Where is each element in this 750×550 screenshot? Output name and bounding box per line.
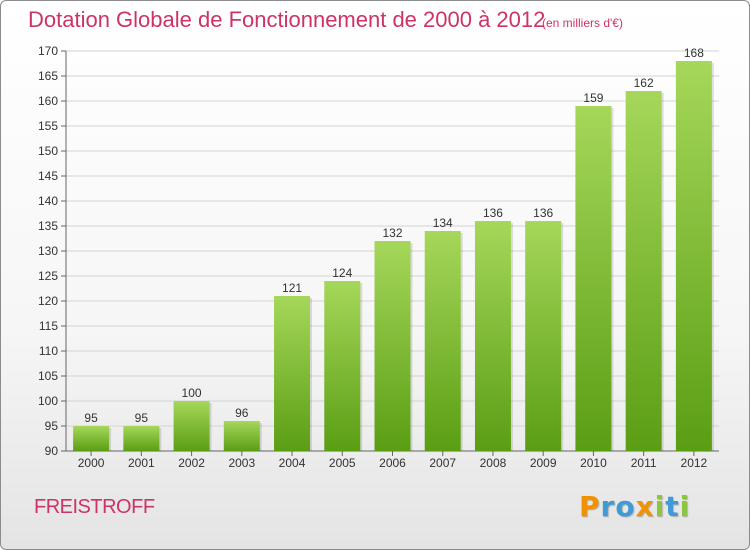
bar-2004: [274, 296, 311, 451]
y-tick-label: 115: [39, 319, 58, 333]
logo-letter: i: [679, 490, 691, 523]
x-tick-label-2010: 2010: [580, 456, 607, 470]
y-tick-label: 120: [38, 294, 58, 308]
proxiti-logo[interactable]: Proxiti: [579, 490, 690, 523]
bar-2006: [374, 241, 411, 451]
chart-title: Dotation Globale de Fonctionnement de 20…: [28, 7, 546, 32]
value-label-2007: 134: [433, 216, 453, 230]
value-labels: 95 95 100 96 121 124 132 134 136 136 159 162 168: [84, 46, 704, 425]
logo-letter: x: [635, 490, 655, 523]
value-label-2002: 100: [182, 386, 202, 400]
value-label-2004: 121: [282, 281, 302, 295]
value-label-2009: 136: [533, 206, 553, 220]
y-tick-label: 110: [39, 344, 58, 358]
x-tick-label-2004: 2004: [279, 456, 306, 470]
y-tick-label: 105: [38, 369, 58, 383]
x-tick-label-2012: 2012: [681, 456, 708, 470]
y-tick-label: 130: [38, 244, 58, 258]
y-tick-labels: 90 95 100 105 110 115 120 125 130 135 140 145 150 155…: [38, 44, 58, 458]
x-tick-label-2002: 2002: [178, 456, 205, 470]
x-tick-label-2005: 2005: [329, 456, 356, 470]
value-label-2005: 124: [332, 266, 352, 280]
x-tick-label-2008: 2008: [480, 456, 507, 470]
x-tick-label-2001: 2001: [128, 456, 155, 470]
y-tick-label: 160: [38, 94, 58, 108]
bar-2002: [173, 401, 210, 451]
x-tick-label-2003: 2003: [228, 456, 255, 470]
bar-2011: [625, 91, 662, 451]
bar-2003: [223, 421, 260, 451]
logo-letter: o: [615, 490, 636, 523]
y-tick-label: 95: [45, 419, 59, 433]
value-label-2001: 95: [135, 411, 149, 425]
y-tick-label: 90: [45, 444, 59, 458]
value-label-2006: 132: [382, 226, 402, 240]
y-tick-label: 140: [38, 194, 58, 208]
bar-2009: [525, 221, 562, 451]
x-tick-label-2000: 2000: [78, 456, 105, 470]
value-label-2011: 162: [634, 76, 654, 90]
value-label-2003: 96: [235, 406, 249, 420]
logo-letter: r: [600, 490, 616, 523]
logo-letter: i: [654, 490, 666, 523]
x-tick-label-2009: 2009: [530, 456, 557, 470]
y-tick-label: 170: [38, 44, 58, 58]
bar-2010: [575, 106, 612, 451]
y-tick-label: 135: [38, 219, 58, 233]
chart-subtitle: (en milliers d'€): [542, 16, 623, 30]
y-tick-label: 125: [38, 269, 58, 283]
y-tick-label: 155: [38, 119, 58, 133]
y-tick-label: 150: [38, 144, 58, 158]
bar-2000: [73, 426, 110, 451]
place-name: FREISTROFF: [34, 496, 155, 518]
y-tick-label: 165: [38, 69, 58, 83]
y-tick-label: 145: [38, 169, 58, 183]
y-tick-label: 100: [38, 394, 58, 408]
bar-2012: [675, 61, 712, 451]
value-label-2008: 136: [483, 206, 503, 220]
x-tick-label-2006: 2006: [379, 456, 406, 470]
x-tick-labels: 2000 2001 2002 2003 2004 2005 2006 2007 2008 2009…: [78, 456, 708, 470]
bar-2007: [424, 231, 461, 451]
x-tick-label-2011: 2011: [631, 456, 657, 470]
logo-letter: t: [665, 490, 680, 523]
logo-letter: P: [579, 490, 601, 523]
value-label-2000: 95: [84, 411, 98, 425]
bar-2001: [123, 426, 160, 451]
bar-2005: [324, 281, 361, 451]
x-tick-label-2007: 2007: [429, 456, 456, 470]
value-label-2010: 159: [583, 91, 603, 105]
bars: [73, 61, 714, 451]
bar-2008: [474, 221, 511, 451]
value-label-2012: 168: [684, 46, 704, 60]
